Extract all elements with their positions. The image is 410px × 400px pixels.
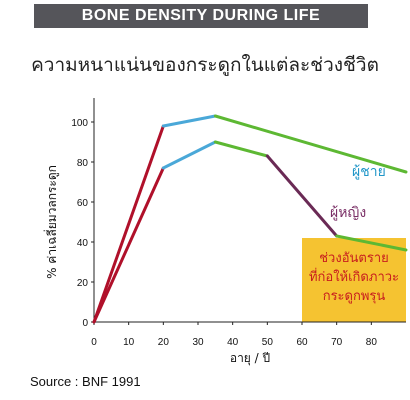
x-tick-label: 60 [296, 337, 308, 348]
y-tick-label: 20 [77, 278, 89, 289]
y-tick-label: 80 [77, 158, 89, 169]
x-tick-label: 50 [262, 337, 274, 348]
series-segment-female [265, 154, 339, 238]
x-tick-label: 0 [91, 337, 97, 348]
danger-zone-label-line: ที่ก่อให้เกิดภาวะ [309, 268, 399, 285]
series-segment-male [161, 114, 217, 128]
chart-subtitle: ความหนาแน่นของกระดูกในแต่ละช่วงชีวิต [31, 54, 379, 76]
x-tick-label: 70 [331, 337, 343, 348]
y-axis-label: % ค่าเฉลี่ยมวลกระดูก [43, 165, 60, 279]
danger-zone-label-line: ช่วงอันตราย [319, 251, 389, 266]
series-label-male: ผู้ชาย [352, 164, 386, 180]
danger-zone-label-line: กระดูกพรุน [323, 289, 386, 304]
series-segment-male [213, 114, 408, 174]
series-segment-female [335, 234, 408, 252]
series-segment-female [92, 166, 165, 324]
chart-banner-title: BONE DENSITY DURING LIFE [34, 4, 368, 28]
y-tick-label: 0 [82, 318, 88, 329]
series-label-female: ผู้หญิง [330, 205, 366, 221]
x-axis-label: อายุ / ปี [230, 351, 270, 366]
x-tick-label: 10 [123, 337, 135, 348]
series-segment-female [161, 140, 217, 170]
x-tick-label: 80 [366, 337, 378, 348]
y-tick-label: 100 [71, 118, 88, 129]
y-tick-label: 40 [77, 238, 89, 249]
source-note: Source : BNF 1991 [30, 374, 141, 389]
series-segment-female [213, 140, 269, 158]
danger-zone-box [302, 238, 406, 322]
y-tick-label: 60 [77, 198, 89, 209]
series-segment-male [92, 124, 165, 324]
x-tick-label: 30 [192, 337, 204, 348]
x-tick-label: 40 [227, 337, 239, 348]
x-tick-label: 20 [158, 337, 170, 348]
